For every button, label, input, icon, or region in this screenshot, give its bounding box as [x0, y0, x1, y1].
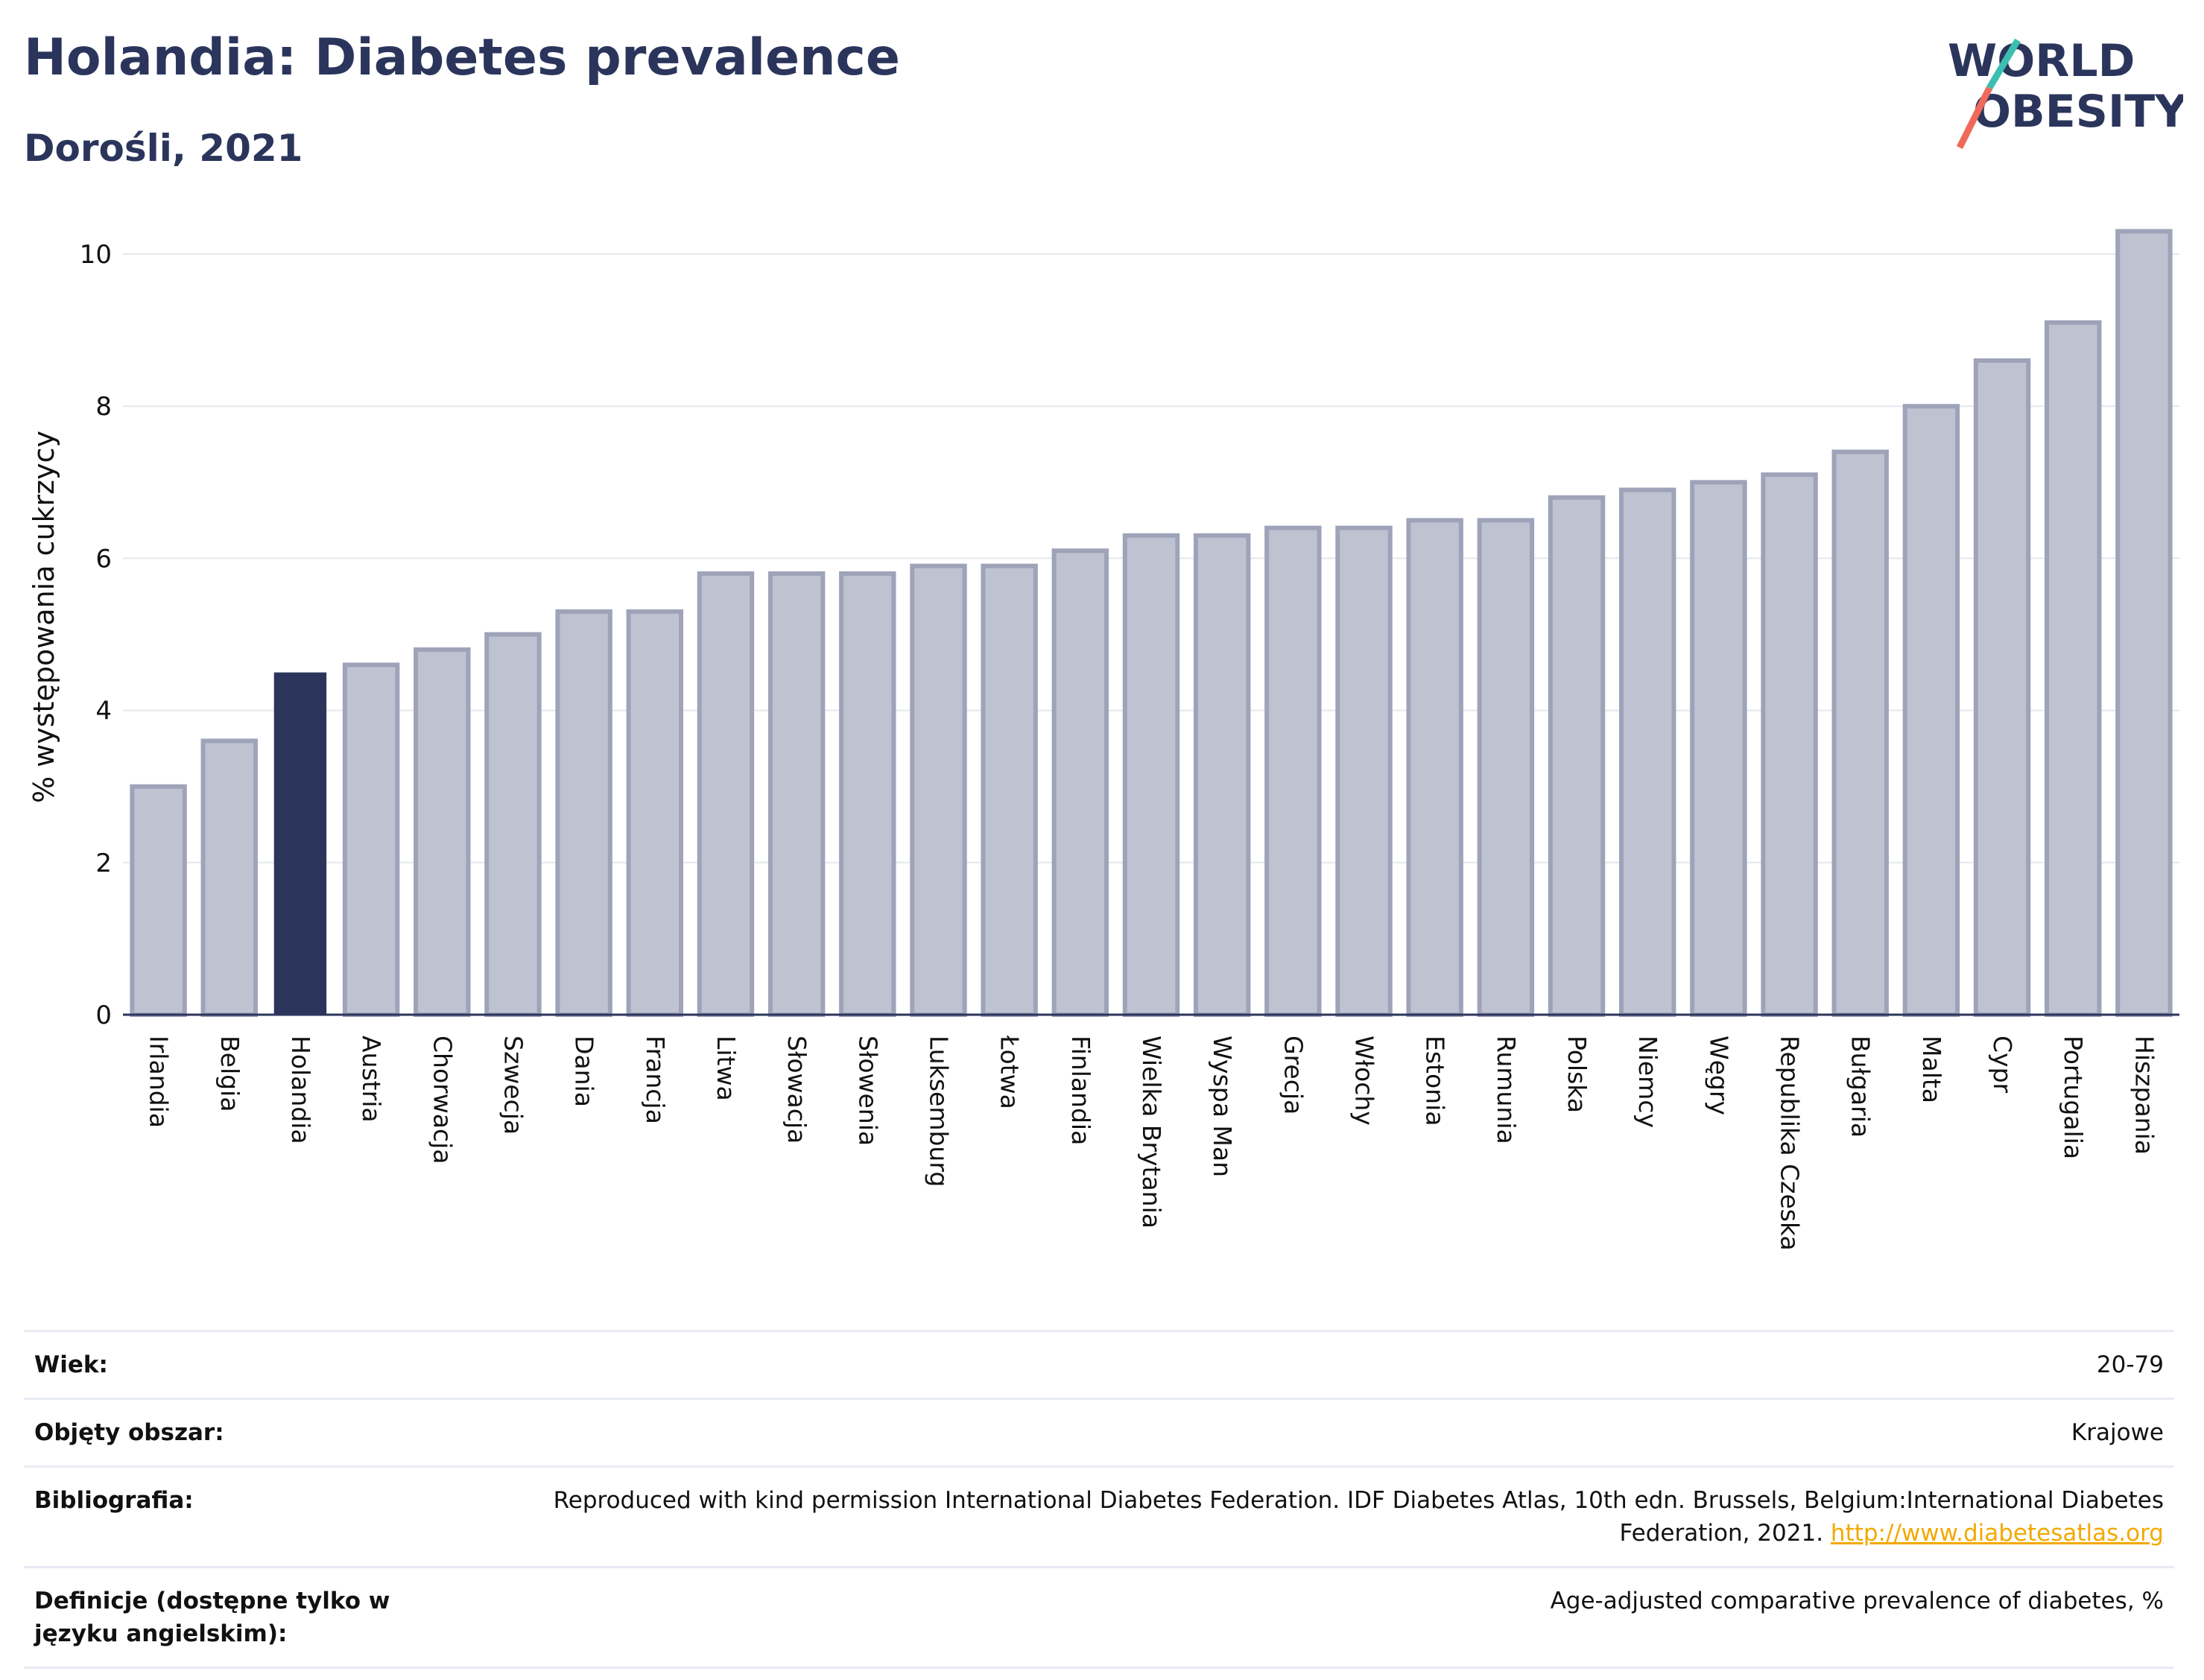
bar: [1973, 358, 2031, 1017]
x-tick-label: Finlandia: [1066, 1036, 1095, 1145]
x-tick-label: Austria: [357, 1036, 386, 1123]
bar: [555, 609, 612, 1017]
x-tick-label: Chorwacja: [428, 1036, 457, 1164]
bar: [910, 563, 967, 1017]
bar: [767, 571, 826, 1018]
meta-row-definitions: Definicje (dostępne tylko w języku angie…: [24, 1566, 2174, 1669]
chart-subtitle: Dorośli, 2021: [24, 127, 303, 170]
meta-value: 20-79: [492, 1330, 2174, 1399]
bar: [697, 571, 755, 1018]
bar: [1193, 533, 1251, 1017]
meta-key: Objęty obszar:: [24, 1398, 492, 1467]
bar: [1335, 525, 1393, 1018]
x-tick-label: Niemcy: [1633, 1036, 1662, 1128]
x-tick-label: Węgry: [1704, 1036, 1733, 1115]
bar: [1406, 518, 1463, 1017]
bar: [1122, 533, 1180, 1017]
meta-key: Definicje (dostępne tylko w języku angie…: [24, 1566, 492, 1669]
meta-value: Krajowe: [492, 1398, 2174, 1467]
x-tick-label: Rumunia: [1492, 1036, 1521, 1144]
x-tick-label: Estonia: [1421, 1036, 1450, 1126]
bar: [414, 647, 471, 1017]
x-tick-label: Malta: [1917, 1036, 1946, 1103]
svg-text:OBESITY: OBESITY: [1973, 86, 2183, 138]
meta-row-age: Wiek: 20-79: [24, 1330, 2174, 1399]
bar: [1902, 404, 1960, 1017]
meta-value: Age-adjusted comparative prevalence of d…: [492, 1566, 2174, 1669]
bar: [342, 662, 400, 1017]
x-tick-label: Belgia: [215, 1036, 244, 1112]
x-tick-label: Szwecja: [498, 1036, 528, 1135]
bars: [130, 229, 2173, 1018]
bar: [484, 632, 542, 1017]
y-tick-label: 6: [95, 544, 112, 574]
y-tick-label: 8: [95, 392, 112, 422]
x-tick-label: Łotwa: [995, 1035, 1025, 1109]
x-tick-label: Republika Czeska: [1776, 1036, 1805, 1251]
x-tick-label: Irlandia: [145, 1036, 174, 1128]
y-tick-label: 0: [95, 1001, 112, 1030]
x-tick-label: Wyspa Man: [1208, 1036, 1237, 1177]
y-axis-label: % występowania cukrzycy: [28, 431, 60, 803]
bar-chart: 0 2 4 6 8 10 Irlandia Belgia Holandia Austria Cho…: [28, 229, 2179, 1251]
x-tick-label: Słowacja: [782, 1036, 811, 1144]
bar: [981, 563, 1038, 1017]
bar: [1548, 495, 1606, 1017]
bar: [200, 738, 258, 1017]
bar: [839, 571, 896, 1018]
metadata-table: Wiek: 20-79 Objęty obszar: Krajowe Bibli…: [24, 1330, 2174, 1669]
y-tick-label: 4: [95, 697, 112, 726]
x-tick-label: Portugalia: [2059, 1036, 2088, 1159]
bar: [2115, 229, 2173, 1017]
y-tick-label: 2: [95, 849, 112, 878]
y-tick-labels: 0 2 4 6 8 10: [80, 240, 112, 1030]
meta-key: Wiek:: [24, 1330, 492, 1399]
x-tick-label: Słowenia: [853, 1036, 882, 1146]
bibliography-text: Reproduced with kind permission Internat…: [553, 1487, 2164, 1547]
x-tick-label: Dania: [570, 1036, 599, 1107]
bar: [273, 672, 327, 1015]
x-tick-label: Wielka Brytania: [1137, 1036, 1166, 1229]
diabetes-atlas-link[interactable]: http://www.diabetesatlas.org: [1830, 1520, 2164, 1547]
meta-row-bibliography: Bibliografia: Reproduced with kind permi…: [24, 1465, 2174, 1568]
bar: [1264, 525, 1322, 1018]
x-tick-label: Holandia: [286, 1036, 315, 1144]
x-tick-label: Cypr: [1988, 1036, 2017, 1094]
chart-title: Holandia: Diabetes prevalence: [24, 28, 900, 87]
x-tick-label: Litwa: [712, 1036, 741, 1101]
bar: [1761, 472, 1818, 1018]
bar: [1618, 487, 1676, 1017]
svg-text:WORLD: WORLD: [1948, 35, 2135, 87]
meta-key: Bibliografia:: [24, 1465, 492, 1568]
x-tick-label: Francja: [641, 1036, 670, 1124]
x-tick-label: Polska: [1562, 1036, 1592, 1113]
meta-value-cell: Reproduced with kind permission Internat…: [492, 1465, 2174, 1568]
bar: [1831, 449, 1889, 1017]
bar: [626, 609, 684, 1017]
bar: [130, 784, 187, 1017]
x-tick-label: Grecja: [1279, 1036, 1308, 1115]
bar: [2045, 320, 2102, 1017]
bar: [1477, 518, 1535, 1017]
x-tick-label: Bułgaria: [1846, 1036, 1875, 1138]
category-labels: Irlandia Belgia Holandia Austria Chorwacja Sz…: [145, 1035, 2159, 1251]
bar: [1690, 480, 1747, 1018]
x-tick-label: Luksemburg: [924, 1036, 953, 1187]
world-obesity-logo: WORLD OBESITY: [1948, 35, 2183, 150]
x-tick-label: Hiszpania: [2129, 1036, 2159, 1155]
y-tick-label: 10: [80, 240, 112, 270]
x-tick-label: Włochy: [1350, 1036, 1379, 1126]
bar: [1051, 548, 1109, 1017]
meta-row-area: Objęty obszar: Krajowe: [24, 1398, 2174, 1467]
